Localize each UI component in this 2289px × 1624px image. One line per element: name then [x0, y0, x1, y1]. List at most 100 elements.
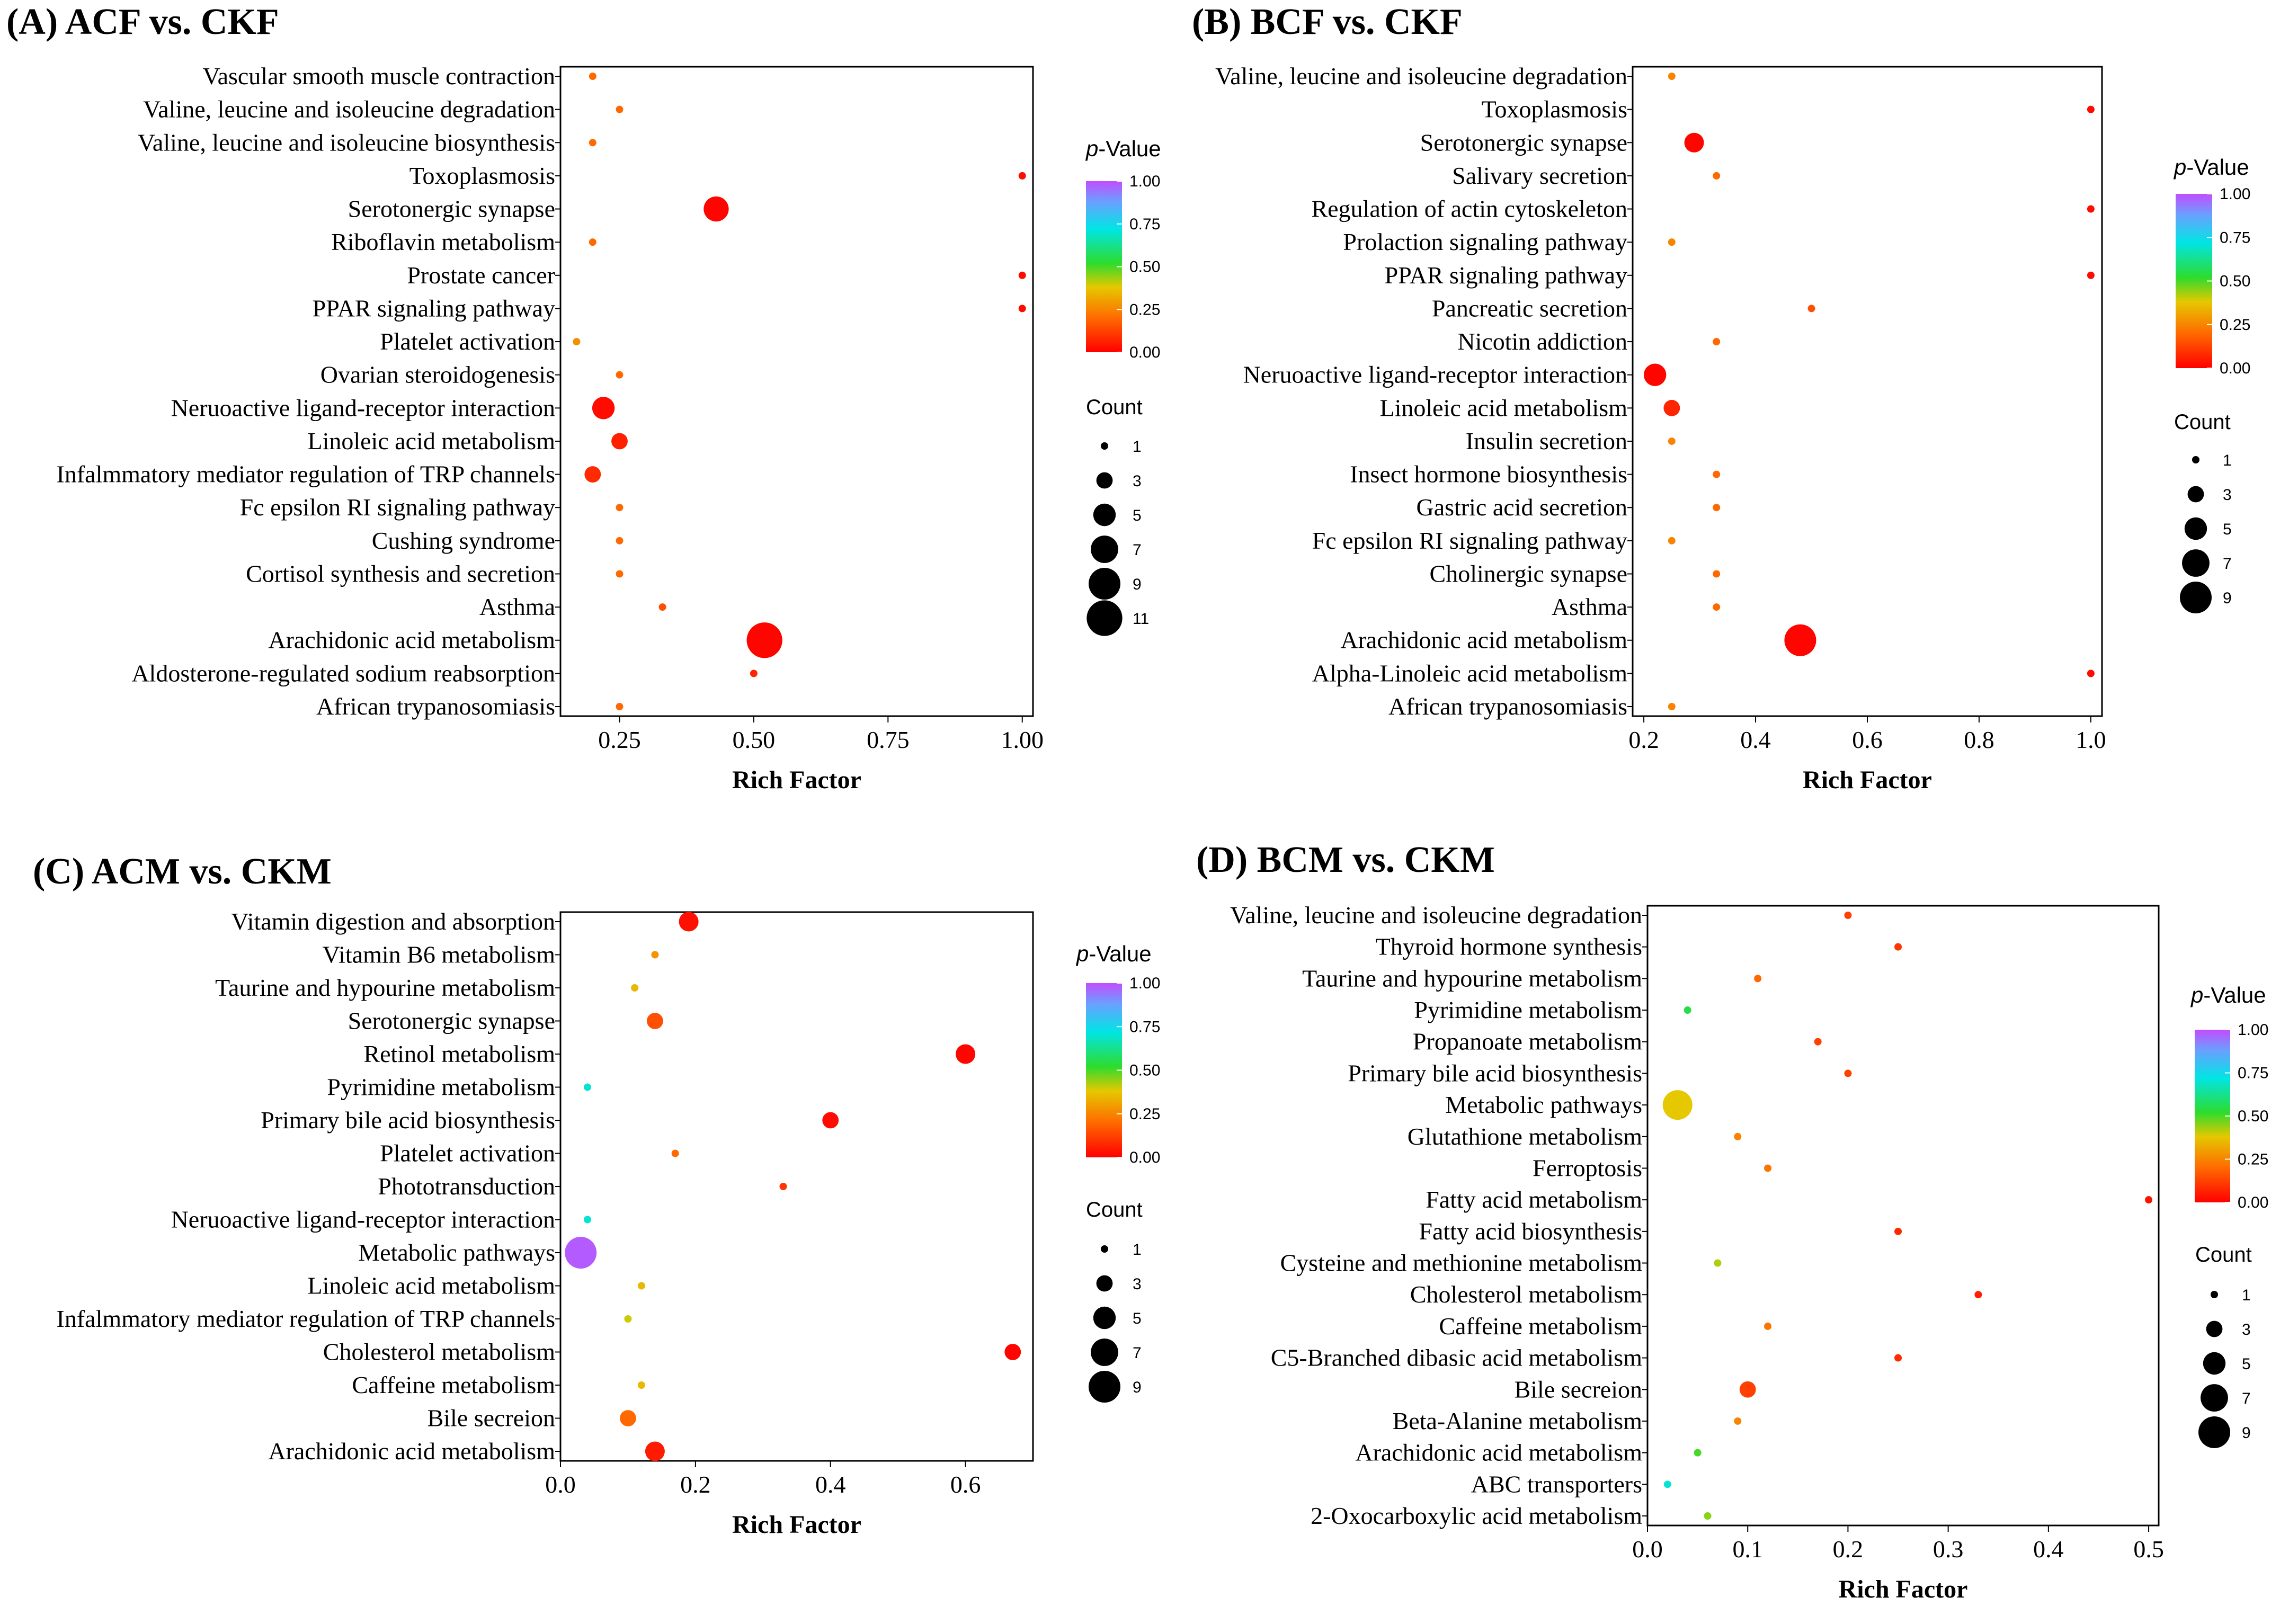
x-tick-label: 0.2 [1628, 726, 1659, 753]
pathway-label: C5-Branched dibasic acid metabolism [1271, 1344, 1643, 1371]
count-legend-label: 3 [2242, 1321, 2251, 1339]
pathway-label: Glutathione metabolism [1408, 1123, 1643, 1150]
colorbar-tick-label: 1.00 [1129, 975, 1160, 992]
count-legend-label: 1 [2223, 452, 2232, 469]
data-point [2087, 271, 2095, 279]
pathway-label: Prostate cancer [407, 262, 555, 289]
colorbar-tick-label: 0.50 [2238, 1108, 2268, 1125]
pathway-label: Fc epsilon RI signaling pathway [1312, 527, 1627, 554]
pathway-label: Retinol metabolism [363, 1040, 555, 1067]
count-legend-label: 9 [1133, 1379, 1142, 1396]
count-legend-label: 1 [1133, 438, 1142, 456]
pathway-label: Linoleic acid metabolism [1379, 394, 1627, 421]
pathway-label: Infalmmatory mediator regulation of TRP … [57, 1305, 555, 1332]
count-legend-dot [1093, 503, 1116, 527]
colorbar-tick-label: 0.25 [2238, 1151, 2268, 1168]
count-legend-label: 9 [1133, 576, 1142, 593]
colorbar-tick-label: 0.75 [2220, 229, 2250, 246]
data-point [1684, 132, 1704, 153]
count-legend-dot [2187, 486, 2204, 503]
panel-title: (C) ACM vs. CKM [33, 851, 332, 892]
count-legend-dot [1096, 1275, 1113, 1292]
data-point [646, 1013, 663, 1029]
count-legend-dot [2192, 456, 2199, 463]
pathway-label: Infalmmatory mediator regulation of TRP … [57, 461, 555, 488]
data-point [1734, 1132, 1742, 1140]
pathway-label: Pyrimidine metabolism [1414, 996, 1642, 1023]
colorbar-tick-label: 0.25 [2220, 316, 2250, 334]
data-point [1807, 305, 1815, 313]
data-point [1714, 1259, 1722, 1267]
x-tick-label: 0.0 [545, 1471, 576, 1498]
pathway-label: Bile secreion [1515, 1376, 1642, 1403]
count-legend-label: 7 [1133, 541, 1142, 559]
pathway-label: Cholinergic synapse [1430, 560, 1627, 587]
data-point [822, 1112, 839, 1129]
pathway-label: Propanoate metabolism [1413, 1028, 1642, 1055]
data-point [616, 504, 624, 512]
data-point [1668, 703, 1676, 710]
colorbar-tick-label: 0.75 [2238, 1065, 2268, 1082]
x-tick-label: 1.00 [1001, 726, 1044, 753]
count-legend-label: 3 [2223, 486, 2232, 504]
pathway-label: Linoleic acid metabolism [307, 427, 555, 454]
data-point [637, 1282, 645, 1290]
pathway-label: Valine, leucine and isoleucine degradati… [143, 96, 555, 123]
data-point [1018, 172, 1026, 180]
data-point [1713, 570, 1721, 578]
data-point [1663, 399, 1680, 416]
colorbar-tick-label: 1.00 [1129, 173, 1160, 190]
x-tick-label: 0.4 [815, 1471, 846, 1498]
data-point [1844, 1069, 1852, 1077]
x-tick-label: 0.0 [1632, 1536, 1663, 1563]
plot-frame [1646, 905, 2160, 1527]
data-point [658, 603, 666, 611]
data-point [1844, 912, 1852, 919]
count-legend-dot [1101, 1245, 1108, 1253]
count-legend-dot [1093, 1306, 1116, 1329]
count-legend-title: Count [1086, 396, 1143, 419]
pathway-label: Fc epsilon RI signaling pathway [240, 494, 555, 521]
pathway-label: Cushing syndrome [372, 527, 555, 554]
x-tick-label: 0.4 [2033, 1536, 2064, 1563]
pathway-label: African trypanosomiasis [316, 693, 555, 720]
x-axis-label: Rich Factor [1803, 766, 1932, 794]
data-point [616, 371, 624, 379]
pathway-label: Aldosterone-regulated sodium reabsorptio… [131, 659, 555, 686]
data-point [1894, 1227, 1902, 1235]
count-legend-dot [1086, 600, 1123, 636]
pathway-label: Toxoplasmosis [409, 162, 555, 189]
pvalue-legend-title: p-Value [2190, 983, 2266, 1007]
data-point [1713, 603, 1721, 611]
pvalue-legend-title: p-Value [1085, 136, 1161, 161]
pathway-label: Taurine and hypourine metabolism [215, 974, 555, 1001]
colorbar-tick-label: 0.00 [1129, 344, 1160, 361]
pathway-label: Neruoactive ligand-receptor interaction [1243, 361, 1627, 388]
x-tick-label: 0.4 [1740, 726, 1771, 753]
data-point [620, 1410, 636, 1426]
pathway-label: PPAR signaling pathway [1385, 262, 1627, 289]
pathway-label: Serotonergic synapse [1420, 129, 1627, 156]
data-point [1713, 470, 1721, 478]
pathway-label: Arachidonic acid metabolism [1355, 1439, 1642, 1466]
data-point [1764, 1322, 1772, 1330]
colorbar-tick-label: 0.75 [1129, 1018, 1160, 1036]
colorbar-tick-label: 0.00 [2220, 360, 2250, 377]
x-tick-label: 0.50 [733, 726, 776, 753]
data-point [1713, 338, 1721, 346]
pathway-label: Vitamin B6 metabolism [323, 941, 556, 968]
pathway-label: Nicotin addiction [1457, 328, 1627, 355]
pathway-label: Neruoactive ligand-receptor interaction [171, 1206, 555, 1233]
x-tick-label: 0.6 [1852, 726, 1883, 753]
data-point [750, 670, 758, 677]
count-legend-title: Count [1086, 1198, 1143, 1221]
count-legend-label: 7 [2223, 555, 2232, 573]
data-point [2087, 105, 2095, 113]
pathway-label: Primary bile acid biosynthesis [1348, 1059, 1642, 1086]
data-point [779, 1183, 787, 1190]
data-point [624, 1315, 632, 1323]
pathway-label: Cysteine and methionine metabolism [1280, 1250, 1643, 1277]
pathway-label: Insect hormone biosynthesis [1350, 461, 1627, 488]
x-tick-label: 0.6 [950, 1471, 981, 1498]
data-point [592, 397, 615, 420]
